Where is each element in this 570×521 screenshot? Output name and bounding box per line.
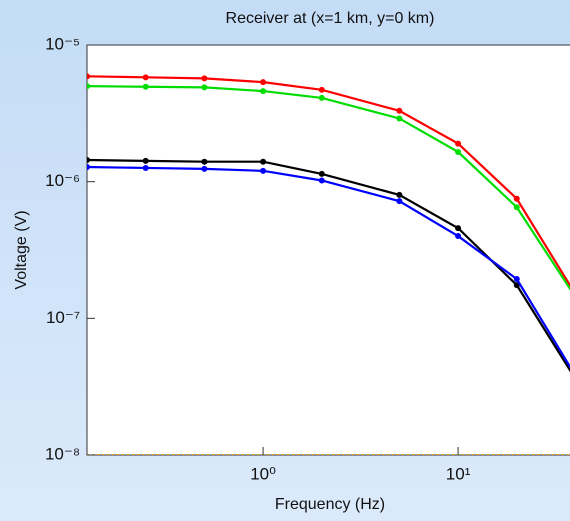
data-point bbox=[318, 94, 325, 101]
x-tick-label: 10¹ bbox=[446, 464, 471, 483]
y-tick-label: 10⁻⁸ bbox=[45, 444, 80, 463]
data-point bbox=[87, 164, 90, 171]
chart-title: Receiver at (x=1 km, y=0 km) bbox=[226, 10, 435, 27]
data-point bbox=[396, 191, 403, 198]
data-point bbox=[260, 88, 267, 95]
data-point bbox=[142, 74, 149, 81]
data-point bbox=[513, 204, 520, 211]
data-point bbox=[201, 158, 208, 165]
data-point bbox=[87, 83, 90, 90]
y-tick-label: 10⁻⁵ bbox=[45, 34, 80, 53]
data-point bbox=[260, 79, 267, 86]
data-point bbox=[513, 276, 520, 283]
data-point bbox=[455, 225, 462, 232]
y-tick-label: 10⁻⁷ bbox=[46, 308, 80, 327]
data-point bbox=[396, 198, 403, 205]
data-point bbox=[87, 73, 90, 80]
plot-content bbox=[87, 73, 570, 455]
data-point bbox=[201, 84, 208, 91]
data-point bbox=[87, 157, 90, 164]
data-point bbox=[142, 164, 149, 171]
data-point bbox=[455, 140, 462, 147]
data-point bbox=[455, 233, 462, 240]
data-point bbox=[455, 148, 462, 155]
data-point bbox=[142, 83, 149, 90]
data-point bbox=[260, 167, 267, 174]
data-point bbox=[318, 177, 325, 184]
data-point bbox=[396, 115, 403, 122]
data-point bbox=[201, 165, 208, 172]
data-point bbox=[396, 107, 403, 114]
x-tick-label: 10⁰ bbox=[250, 464, 276, 483]
data-point bbox=[513, 195, 520, 202]
data-point bbox=[318, 170, 325, 177]
data-point bbox=[260, 158, 267, 165]
x-axis-label: Frequency (Hz) bbox=[275, 496, 385, 513]
data-point bbox=[513, 282, 520, 289]
data-point bbox=[318, 86, 325, 93]
y-axis-label: Voltage (V) bbox=[13, 210, 30, 289]
plot-area bbox=[86, 44, 570, 456]
y-tick-label: 10⁻⁶ bbox=[45, 171, 80, 190]
data-point bbox=[142, 157, 149, 164]
data-point bbox=[201, 75, 208, 82]
